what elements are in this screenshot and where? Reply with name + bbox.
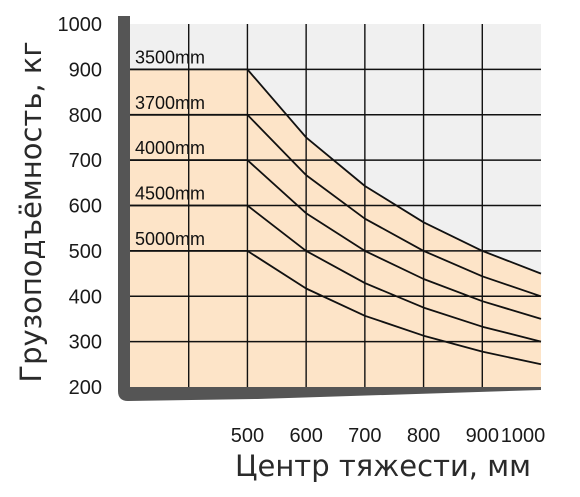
- x-tick-label: 600: [289, 425, 322, 447]
- y-tick-label: 200: [69, 377, 102, 399]
- y-tick-label: 700: [69, 150, 102, 172]
- y-tick-label: 600: [69, 196, 102, 218]
- series-label: 4500mm: [135, 184, 205, 204]
- x-axis-title: Центр тяжести, мм: [235, 449, 531, 483]
- series-label: 3500mm: [135, 47, 205, 67]
- x-tick-label: 800: [407, 425, 440, 447]
- series-label: 4000mm: [135, 138, 205, 158]
- x-tick-label: 700: [348, 425, 381, 447]
- curve-labels: 3500mm 3700mm 4000mm 4500mm 5000mm: [135, 47, 205, 249]
- series-line-3500mm: [130, 68, 542, 275]
- y-tick-label: 800: [69, 105, 102, 127]
- x-tick-label: 1000: [501, 425, 546, 447]
- y-tick-label: 500: [69, 241, 102, 263]
- y-tick-label: 900: [69, 59, 102, 81]
- series-label: 3700mm: [135, 93, 205, 113]
- y-tick-label: 1000: [58, 14, 103, 36]
- y-tick-label: 400: [69, 286, 102, 308]
- x-tick-label: 900: [466, 425, 499, 447]
- y-axis-ticks: 200 300 400 500 600 700 800 900 1000: [58, 14, 103, 399]
- x-axis-ticks: 500 600 700 800 900 1000: [231, 425, 546, 447]
- x-tick-label: 500: [231, 425, 264, 447]
- y-tick-label: 300: [69, 332, 102, 354]
- series-line-3700mm: [130, 113, 542, 298]
- series-line-4500mm: [130, 204, 542, 343]
- capacity-curves: [130, 68, 542, 366]
- y-axis-title: Грузоподъёмность, кг: [14, 41, 48, 382]
- capacity-area: [130, 69, 541, 388]
- series-label: 5000mm: [135, 229, 205, 249]
- series-line-5000mm: [130, 249, 542, 366]
- series-line-4000mm: [130, 159, 542, 320]
